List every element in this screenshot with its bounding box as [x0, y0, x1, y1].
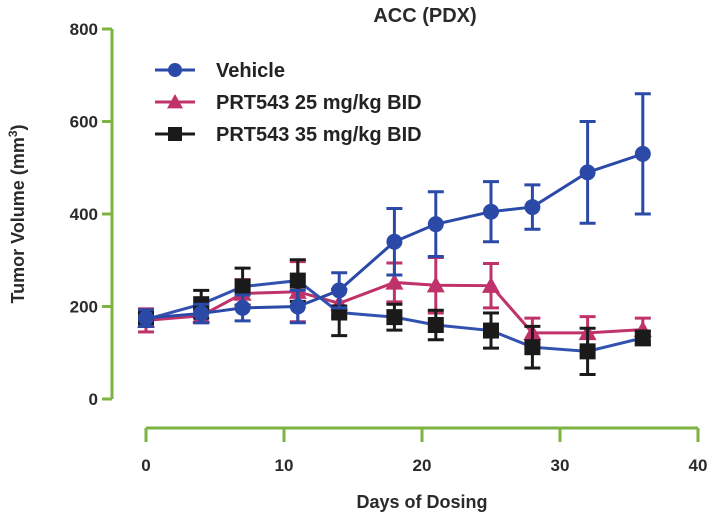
legend-marker: [167, 94, 183, 109]
legend-item: PRT543 25 mg/kg BID: [155, 92, 422, 114]
y-tick-label: 200: [70, 298, 98, 317]
data-point: [482, 276, 500, 293]
data-point: [427, 317, 444, 333]
data-point: [634, 329, 651, 346]
data-point: [234, 278, 251, 295]
x-axis-label: Days of Dosing: [356, 492, 487, 512]
series-vehicle: [138, 92, 651, 328]
data-point: [289, 272, 306, 289]
data-point: [524, 339, 541, 356]
data-point: [426, 276, 445, 293]
x-tick-label: 40: [689, 456, 708, 475]
data-point: [386, 309, 403, 326]
y-axis: 0 200 400 600 800: [70, 20, 114, 409]
y-axis-label: Tumor Volume (mm3): [6, 124, 28, 303]
data-point: [331, 282, 348, 299]
legend-item: Vehicle: [155, 60, 285, 82]
legend: Vehicle PRT543 25 mg/kg BID PRT543 35 mg/k…: [155, 60, 422, 146]
data-point: [234, 299, 251, 316]
data-point: [579, 164, 596, 181]
data-point: [483, 203, 499, 220]
x-tick-label: 20: [413, 456, 432, 475]
y-axis-label-superscript: 3: [6, 130, 20, 137]
x-tick-label: 30: [551, 456, 570, 475]
chart-title: ACC (PDX): [373, 5, 476, 27]
x-tick-label: 0: [141, 456, 150, 475]
y-tick-label: 0: [89, 390, 98, 409]
legend-marker: [168, 63, 182, 77]
data-point: [138, 310, 154, 327]
data-point: [193, 305, 210, 322]
y-tick-label: 400: [70, 205, 98, 224]
legend-label: Vehicle: [216, 60, 285, 82]
data-point: [289, 298, 306, 315]
y-tick-label: 800: [70, 20, 98, 39]
data-point: [483, 322, 499, 339]
data-point: [385, 273, 404, 290]
y-tick-label: 600: [70, 113, 98, 132]
legend-marker: [168, 127, 182, 141]
data-point: [634, 145, 651, 162]
data-point: [427, 216, 444, 233]
legend-label: PRT543 35 mg/kg BID: [216, 124, 422, 146]
y-axis-label-main: Tumor Volume (mm: [8, 137, 28, 303]
legend-label: PRT543 25 mg/kg BID: [216, 92, 422, 114]
data-point: [386, 233, 403, 250]
legend-item: PRT543 35 mg/kg BID: [155, 124, 422, 146]
x-axis: 0 10 20 30 40: [141, 426, 708, 475]
x-tick-label: 10: [275, 456, 294, 475]
data-point: [579, 343, 596, 360]
y-axis-label-suffix: ): [8, 124, 28, 130]
series-layer: [137, 92, 652, 376]
data-point: [524, 199, 541, 216]
